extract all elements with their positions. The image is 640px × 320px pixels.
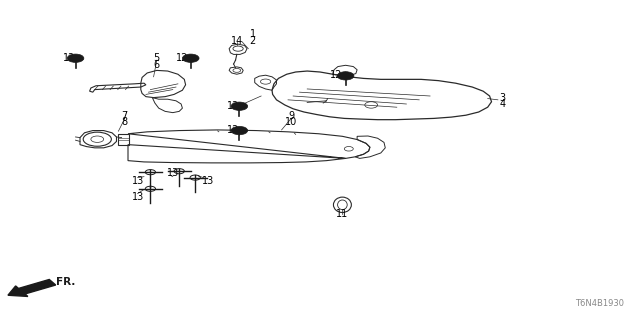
Text: 11: 11: [336, 209, 349, 220]
Circle shape: [67, 54, 84, 62]
Circle shape: [337, 72, 354, 80]
Circle shape: [231, 102, 248, 110]
Text: 7: 7: [122, 111, 128, 121]
Text: 3: 3: [499, 92, 506, 103]
Text: 13: 13: [202, 176, 214, 186]
Text: 2: 2: [250, 36, 256, 46]
Text: 14: 14: [231, 36, 244, 46]
Text: 12: 12: [227, 100, 240, 111]
Text: 4: 4: [499, 99, 506, 109]
Text: 5: 5: [154, 53, 160, 63]
Text: 13: 13: [166, 168, 179, 179]
Text: 10: 10: [285, 117, 298, 127]
Text: 6: 6: [154, 60, 160, 70]
Text: 1: 1: [250, 28, 256, 39]
Text: 13: 13: [131, 192, 144, 202]
Text: 8: 8: [122, 117, 128, 127]
Text: 12: 12: [227, 124, 240, 135]
Text: 13: 13: [131, 176, 144, 186]
Text: FR.: FR.: [56, 276, 76, 287]
Circle shape: [182, 54, 199, 62]
Text: T6N4B1930: T6N4B1930: [575, 299, 624, 308]
Text: 12: 12: [330, 70, 342, 80]
Text: 12: 12: [176, 52, 189, 63]
Text: 12: 12: [63, 52, 76, 63]
FancyArrow shape: [8, 279, 56, 296]
Text: 9: 9: [288, 111, 294, 121]
Circle shape: [231, 126, 248, 135]
